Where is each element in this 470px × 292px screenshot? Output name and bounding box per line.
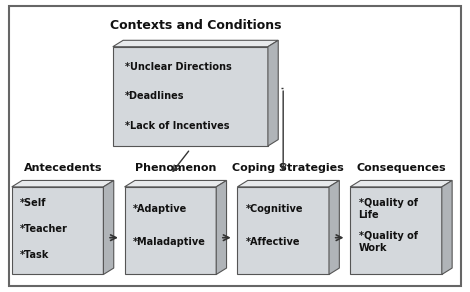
Text: *Quality of
Work: *Quality of Work — [359, 231, 418, 253]
Text: *Teacher: *Teacher — [20, 224, 68, 234]
Polygon shape — [125, 187, 216, 274]
Text: Antecedents: Antecedents — [24, 163, 102, 173]
Text: *Affective: *Affective — [246, 237, 300, 247]
Polygon shape — [12, 180, 114, 187]
Polygon shape — [350, 187, 442, 274]
Polygon shape — [268, 40, 278, 146]
Polygon shape — [113, 47, 268, 146]
Text: *Task: *Task — [20, 250, 49, 260]
Polygon shape — [237, 180, 339, 187]
Text: *Maladaptive: *Maladaptive — [133, 237, 206, 247]
Text: *Lack of Incentives: *Lack of Incentives — [125, 121, 229, 131]
Text: *Self: *Self — [20, 198, 47, 208]
Text: *Quality of
Life: *Quality of Life — [359, 198, 418, 220]
Text: Consequences: Consequences — [356, 163, 446, 173]
Text: Contexts and Conditions: Contexts and Conditions — [110, 18, 281, 32]
Polygon shape — [237, 187, 329, 274]
Text: Coping Strategies: Coping Strategies — [233, 163, 344, 173]
Text: *Adaptive: *Adaptive — [133, 204, 187, 214]
Polygon shape — [103, 180, 114, 274]
Polygon shape — [113, 40, 278, 47]
Polygon shape — [350, 180, 452, 187]
Text: Phenomenon: Phenomenon — [135, 163, 216, 173]
Polygon shape — [12, 187, 103, 274]
Polygon shape — [125, 180, 227, 187]
Text: *Unclear Directions: *Unclear Directions — [125, 62, 231, 72]
Polygon shape — [442, 180, 452, 274]
Polygon shape — [216, 180, 227, 274]
Polygon shape — [329, 180, 339, 274]
Text: *Cognitive: *Cognitive — [246, 204, 303, 214]
Text: *Deadlines: *Deadlines — [125, 91, 184, 101]
